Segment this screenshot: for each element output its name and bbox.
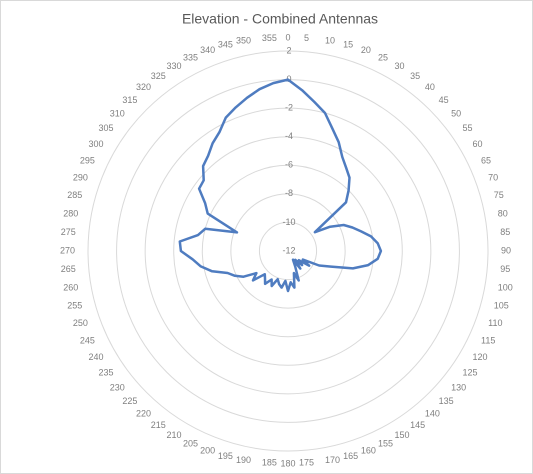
category-label: 90 (501, 245, 511, 255)
r-tick-label: -6 (285, 160, 293, 170)
category-label: 150 (395, 430, 410, 440)
category-label: 80 (498, 208, 508, 218)
category-label: 305 (98, 123, 113, 133)
category-label: 155 (378, 438, 393, 448)
category-label: 270 (60, 245, 75, 255)
r-tick-label: -10 (282, 217, 295, 227)
category-label: 235 (98, 368, 113, 378)
category-label: 85 (500, 227, 510, 237)
category-label: 140 (425, 409, 440, 419)
series-line (178, 78, 383, 293)
category-label: 95 (500, 264, 510, 274)
category-label: 50 (451, 108, 461, 118)
category-label: 120 (472, 352, 487, 362)
category-label: 170 (325, 455, 340, 465)
category-label: 310 (110, 108, 125, 118)
category-label: 325 (151, 71, 166, 81)
category-label: 250 (73, 318, 88, 328)
category-label: 135 (439, 396, 454, 406)
category-label: 70 (488, 173, 498, 183)
grid-ring (144, 107, 432, 395)
category-label: 10 (325, 36, 335, 46)
category-label: 5 (304, 33, 309, 43)
category-label: 340 (200, 45, 215, 55)
category-label: 300 (89, 139, 104, 149)
category-label: 160 (361, 446, 376, 456)
grid-ring (201, 164, 375, 338)
category-label: 260 (63, 282, 78, 292)
category-label: 255 (67, 301, 82, 311)
category-label: 20 (361, 45, 371, 55)
category-label: 115 (481, 335, 495, 345)
category-label: 350 (236, 36, 251, 46)
category-label: 225 (122, 396, 137, 406)
category-label: 335 (183, 52, 198, 62)
category-label: 145 (410, 420, 425, 430)
category-label: 345 (218, 40, 233, 50)
category-label: 45 (439, 95, 449, 105)
category-label: 330 (166, 61, 181, 71)
category-label: 245 (80, 335, 95, 345)
category-label: 180 (280, 458, 295, 468)
grid-ring (230, 193, 346, 309)
r-tick-label: -12 (282, 245, 295, 255)
category-label: 125 (462, 368, 477, 378)
r-tick-label: -8 (285, 188, 293, 198)
category-label: 210 (166, 430, 181, 440)
category-label: 130 (451, 382, 466, 392)
r-tick-label: -2 (285, 103, 293, 113)
grid-ring (173, 136, 403, 366)
category-label: 110 (488, 318, 502, 328)
category-label: 200 (200, 446, 215, 456)
category-label: 100 (498, 282, 513, 292)
category-label: 265 (61, 264, 76, 274)
category-label: 30 (395, 61, 405, 71)
category-label: 320 (136, 82, 151, 92)
category-label: 185 (262, 458, 277, 468)
category-label: 230 (110, 382, 125, 392)
category-label: 205 (183, 438, 198, 448)
category-label: 275 (61, 227, 76, 237)
category-label: 105 (494, 301, 509, 311)
category-label: 220 (136, 409, 151, 419)
category-label: 215 (151, 420, 166, 430)
category-label: 0 (285, 32, 290, 42)
grid-ring (258, 221, 318, 281)
category-label: 165 (343, 451, 358, 461)
category-label: 240 (89, 352, 104, 362)
category-label: 355 (262, 33, 277, 43)
category-label: 15 (343, 40, 353, 50)
category-label: 315 (122, 95, 137, 105)
category-label: 60 (472, 139, 482, 149)
category-label: 40 (425, 82, 435, 92)
category-label: 25 (378, 52, 388, 62)
r-tick-label: 2 (286, 45, 291, 55)
category-label: 190 (236, 455, 251, 465)
category-label: 195 (218, 451, 233, 461)
category-label: 290 (73, 173, 88, 183)
category-label: 175 (299, 458, 314, 468)
category-label: 65 (481, 155, 491, 165)
category-label: 35 (410, 71, 420, 81)
category-label: 55 (462, 123, 472, 133)
category-label: 280 (63, 208, 78, 218)
category-label: 75 (494, 190, 504, 200)
grid-ring (87, 50, 489, 452)
chart-title: Elevation - Combined Antennas (182, 11, 378, 27)
category-label: 285 (67, 190, 82, 200)
r-tick-label: -4 (285, 131, 293, 141)
category-label: 295 (80, 155, 95, 165)
